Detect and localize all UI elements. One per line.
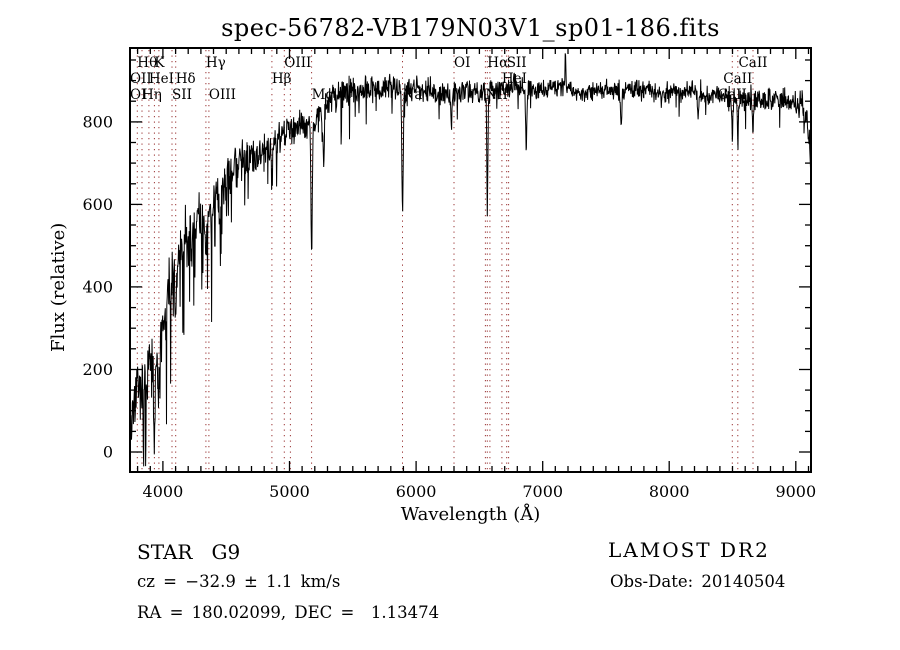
- spectral-line-label-CaII: CaII: [718, 87, 747, 103]
- x-tick-label-6000: 6000: [396, 482, 437, 501]
- spectral-line-label-OI: OI: [130, 87, 146, 103]
- spectral-line-label-OI: OI: [454, 55, 470, 71]
- survey-release-text: LAMOST DR2: [608, 538, 770, 562]
- y-tick-label-800: 800: [82, 112, 113, 131]
- obs-date-text: Obs-Date: 20140504: [610, 572, 786, 591]
- spectral-line-label-SII: SII: [507, 55, 527, 71]
- spectrum-trace: [129, 53, 812, 467]
- spectral-line-label-OII: OII: [130, 71, 152, 87]
- x-tick-label-8000: 8000: [649, 482, 690, 501]
- y-tick-label-600: 600: [82, 195, 113, 214]
- spectral-line-label-Hγ: Hγ: [206, 55, 226, 71]
- x-tick-label-4000: 4000: [143, 482, 184, 501]
- spectral-line-label-Hβ: Hβ: [272, 71, 292, 87]
- ra-dec-text: RA = 180.02099, DEC = 1.13474: [137, 603, 440, 622]
- x-axis-label: Wavelength (Å): [400, 504, 541, 525]
- spectral-line-label-SII: SII: [172, 87, 192, 103]
- object-classification-text: STAR G9: [137, 540, 241, 564]
- spectral-line-label-Hδ: Hδ: [176, 71, 196, 87]
- x-tick-label-5000: 5000: [269, 482, 310, 501]
- spectral-line-label-HeI: HeI: [149, 71, 174, 87]
- y-tick-label-400: 400: [82, 277, 113, 296]
- spectral-line-label-Hθ: Hθ: [137, 55, 157, 71]
- plot-title: spec-56782-VB179N03V1_sp01-186.fits: [221, 14, 720, 42]
- spectral-line-label-Hα: Hα: [487, 55, 508, 71]
- spectral-line-label-OIII: OIII: [284, 55, 311, 71]
- spectral-line-label-Hη: Hη: [142, 87, 162, 103]
- plot-frame: [129, 47, 812, 473]
- spectral-line-label-CaII: CaII: [723, 71, 752, 87]
- spectral-line-label-OIII: OIII: [209, 87, 236, 103]
- x-tick-label-9000: 9000: [775, 482, 816, 501]
- radial-velocity-text: cz = −32.9 ± 1.1 km/s: [137, 572, 341, 591]
- y-tick-label-0: 0: [103, 443, 113, 462]
- spectral-line-label-Na: Na: [403, 87, 423, 103]
- y-tick-label-200: 200: [82, 360, 113, 379]
- spectral-line-label-K: K: [154, 55, 165, 71]
- spectral-line-label-CaII: CaII: [738, 55, 767, 71]
- spectral-line-label-Mg: Mg: [312, 87, 335, 103]
- spectral-line-label-NII: NII: [485, 87, 507, 103]
- spectral-line-label-HeI: HeI: [502, 71, 527, 87]
- y-axis-label: Flux (relative): [48, 222, 69, 352]
- x-tick-label-7000: 7000: [522, 482, 563, 501]
